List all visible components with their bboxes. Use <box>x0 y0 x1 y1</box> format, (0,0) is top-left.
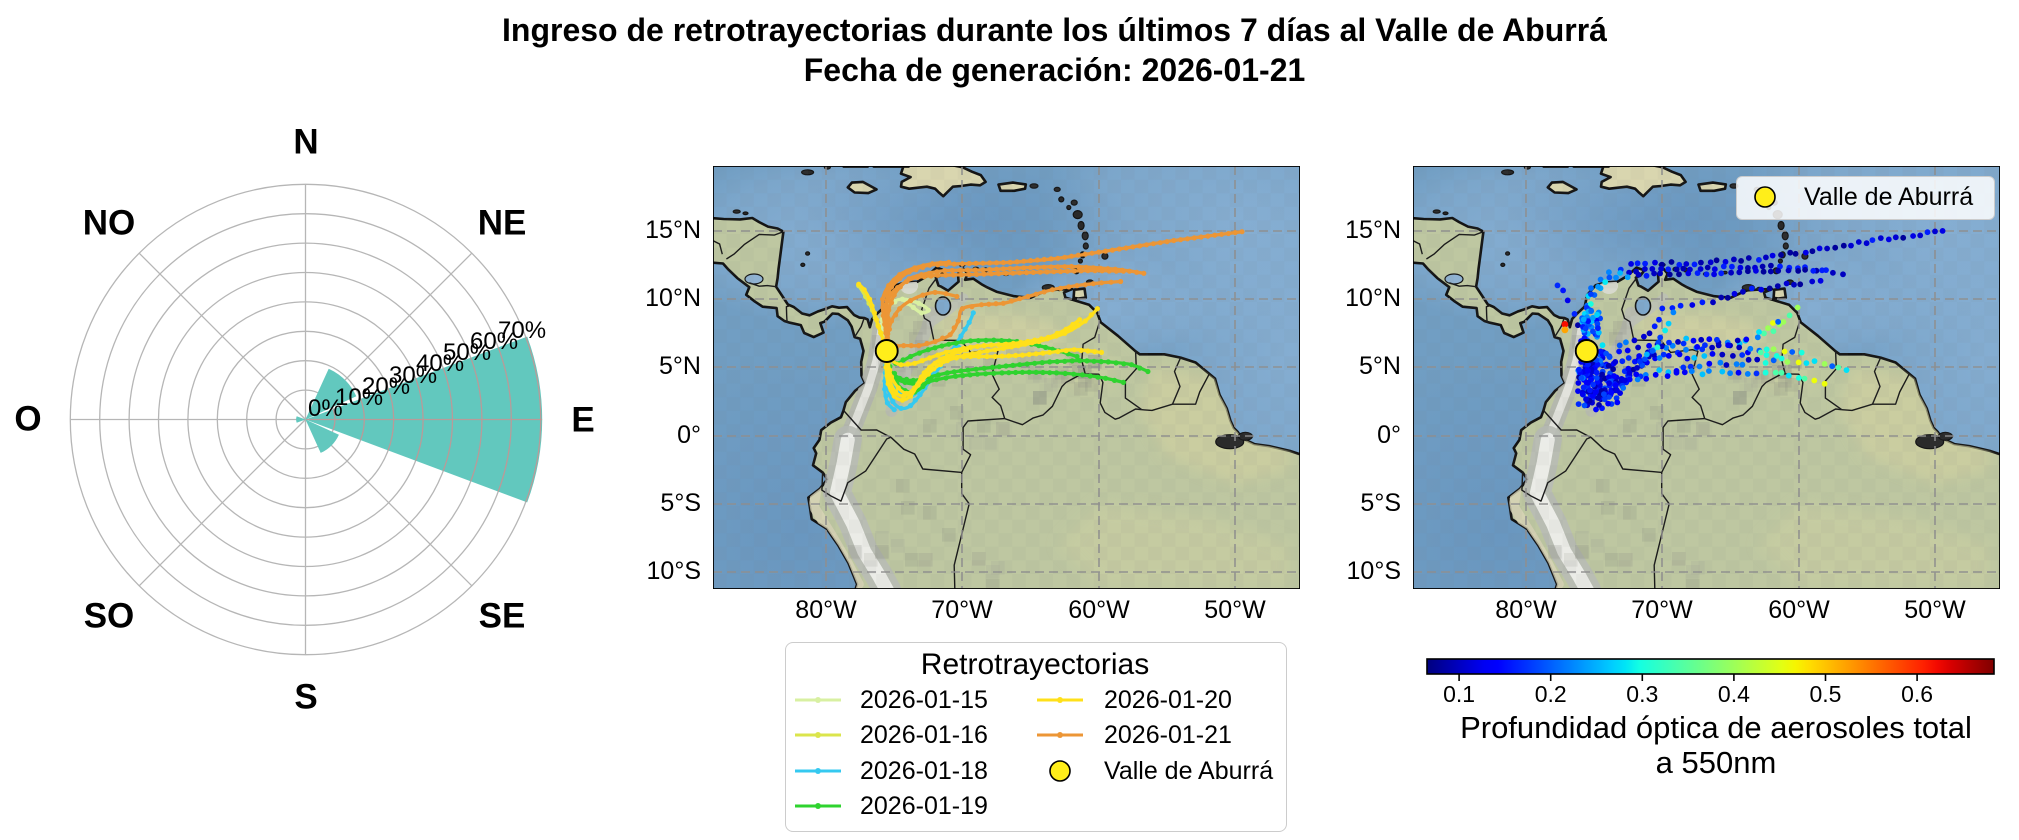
svg-text:SO: SO <box>84 597 135 636</box>
svg-text:0.2: 0.2 <box>1535 681 1567 707</box>
svg-text:E: E <box>571 401 594 440</box>
svg-text:0%: 0% <box>308 395 343 422</box>
svg-text:S: S <box>294 678 317 717</box>
svg-text:NO: NO <box>83 204 136 243</box>
svg-text:0.1: 0.1 <box>1443 681 1475 707</box>
svg-text:N: N <box>293 123 318 162</box>
svg-text:O: O <box>14 400 41 439</box>
svg-text:20%: 20% <box>362 373 410 400</box>
svg-text:40%: 40% <box>416 350 464 377</box>
svg-text:0.4: 0.4 <box>1718 681 1750 707</box>
svg-text:60%: 60% <box>470 328 518 355</box>
svg-text:10%: 10% <box>335 384 383 411</box>
svg-text:SE: SE <box>479 597 526 636</box>
svg-text:NE: NE <box>478 204 527 243</box>
svg-text:30%: 30% <box>389 362 437 389</box>
svg-text:50%: 50% <box>443 339 491 366</box>
svg-text:0.6: 0.6 <box>1901 681 1933 707</box>
svg-text:0.3: 0.3 <box>1626 681 1658 707</box>
svg-text:70%: 70% <box>498 317 546 344</box>
svg-text:0.5: 0.5 <box>1810 681 1842 707</box>
